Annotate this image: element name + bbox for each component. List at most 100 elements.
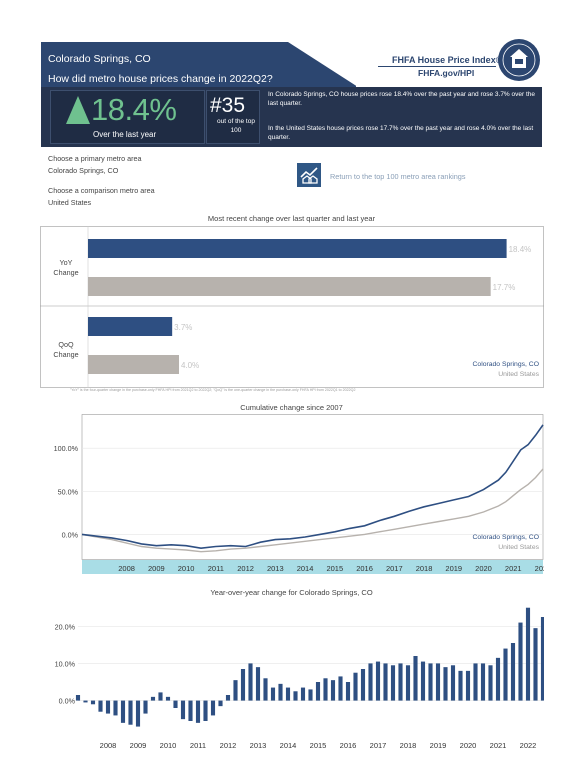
yoy-bar [518,622,523,701]
return-to-rankings-link[interactable]: Return to the top 100 metro area ranking… [330,172,466,181]
yoy-bar [315,682,321,701]
fhfa-url-link[interactable]: FHFA.gov/HPI [418,68,475,78]
yoy-bar [233,680,238,701]
y-tick-label: 0.0% [59,697,76,706]
x-tick-label: 2011 [190,741,206,750]
x-tick-label: 2017 [386,564,403,573]
yoy-bar [458,670,463,701]
yoy-bar [75,695,81,701]
legend-comparison: United States [498,544,539,551]
yoy-bar [218,700,223,707]
bar [88,317,173,336]
yoy-bar [353,672,358,701]
y-tick-label: 10.0% [55,659,76,668]
x-tick-label: 2021 [490,741,507,750]
yoy-bar [195,700,201,723]
bar [88,239,507,258]
yoy-bar [263,678,268,701]
cumulative-chart-title: Cumulative change since 2007 [240,403,343,412]
yoy-kpi-label: Over the last year [93,130,157,139]
yoy-bar [390,665,396,701]
metro-title: Colorado Springs, CO [48,53,151,65]
yoy-bar [225,695,231,701]
yoy-bar [285,687,291,701]
yoy-bar [540,617,544,701]
bar-value-label: 18.4% [509,245,532,254]
fhfa-brand-title: FHFA House Price Index® [392,55,503,65]
bar [88,277,491,296]
yoy-bar [180,700,186,720]
metro-summary-text: In Colorado Springs, CO house prices ros… [268,91,536,107]
yoy-bar [338,676,343,701]
yoy-bar [128,700,133,725]
x-tick-label: 2014 [280,741,297,750]
category-label: QoQ [58,340,74,349]
x-tick-label: 2021 [505,564,522,573]
yoy-bar [345,682,351,701]
house-chart-icon[interactable] [297,163,321,187]
y-tick-label: 50.0% [58,487,79,496]
primary-metro-select[interactable]: Colorado Springs, CO [48,166,119,175]
yoy-bar [240,669,246,701]
x-tick-label: 2010 [160,741,177,750]
yoy-bar [435,663,441,701]
yoy-bar [413,656,418,701]
yoy-bar [203,700,208,721]
x-tick-label: 2013 [250,741,267,750]
comparison-metro-select[interactable]: United States [48,198,92,207]
yoy-history-chart-title: Year-over-year change for Colorado Sprin… [210,588,373,597]
x-axis-band [82,560,543,574]
yoy-bar [300,687,306,701]
primary-series-line [81,424,544,550]
primary-metro-label: Choose a primary metro area [48,154,142,163]
x-tick-label: 2008 [100,741,117,750]
x-tick-label: 2012 [220,741,237,750]
cumulative-chart: 0.0% 50.0% 100.0% 2008 2009 2010 2011 2012 2013 2… [54,414,544,574]
y-tick-label: 20.0% [55,622,76,631]
y-tick-label: 0.0% [62,530,79,539]
yoy-bar [443,667,448,701]
yoy-kpi-value: 18.4% [91,92,177,127]
yoy-bar [428,663,433,701]
yoy-bar [248,663,253,701]
yoy-bar [323,678,328,701]
chart-frame [40,226,544,388]
fhfa-seal-icon [498,39,540,81]
yoy-bar [510,643,516,701]
x-tick-label: 2012 [237,564,254,573]
yoy-bar [113,700,118,716]
x-tick-label: 2010 [178,564,195,573]
recent-change-chart-title: Most recent change over last quarter and… [207,214,376,223]
x-tick-label: 2013 [267,564,284,573]
bar-value-label: 3.7% [174,323,192,332]
yoy-bar [503,648,508,701]
bar [88,355,179,374]
yoy-bar [495,657,501,701]
yoy-bar [105,700,111,714]
legend-primary: Colorado Springs, CO [473,361,540,368]
yoy-bar [90,700,96,705]
yoy-bar [465,670,471,701]
x-tick-label: 2016 [340,741,357,750]
yoy-bar [405,665,411,701]
x-tick-label: 2009 [148,564,165,573]
yoy-bar [525,607,531,701]
chart-footnote: "YoY" is the four-quarter change in the … [70,388,356,392]
x-tick-label: 2022 [535,564,544,573]
yoy-bar [360,669,366,701]
plot-frame [81,414,544,560]
yoy-bar [473,663,478,701]
x-tick-label: 2011 [208,564,224,573]
legend-comparison: United States [498,371,539,378]
bar-value-label: 4.0% [181,361,199,370]
rank-label: out of the top 100 [217,118,255,134]
x-tick-label: 2020 [460,741,477,750]
x-tick-label: 2020 [475,564,492,573]
yoy-bar [135,700,141,727]
x-tick-label: 2014 [297,564,314,573]
x-tick-label: 2016 [356,564,373,573]
category-label: YoY [60,258,73,267]
brand-rule [378,66,496,67]
x-tick-label: 2018 [416,564,433,573]
